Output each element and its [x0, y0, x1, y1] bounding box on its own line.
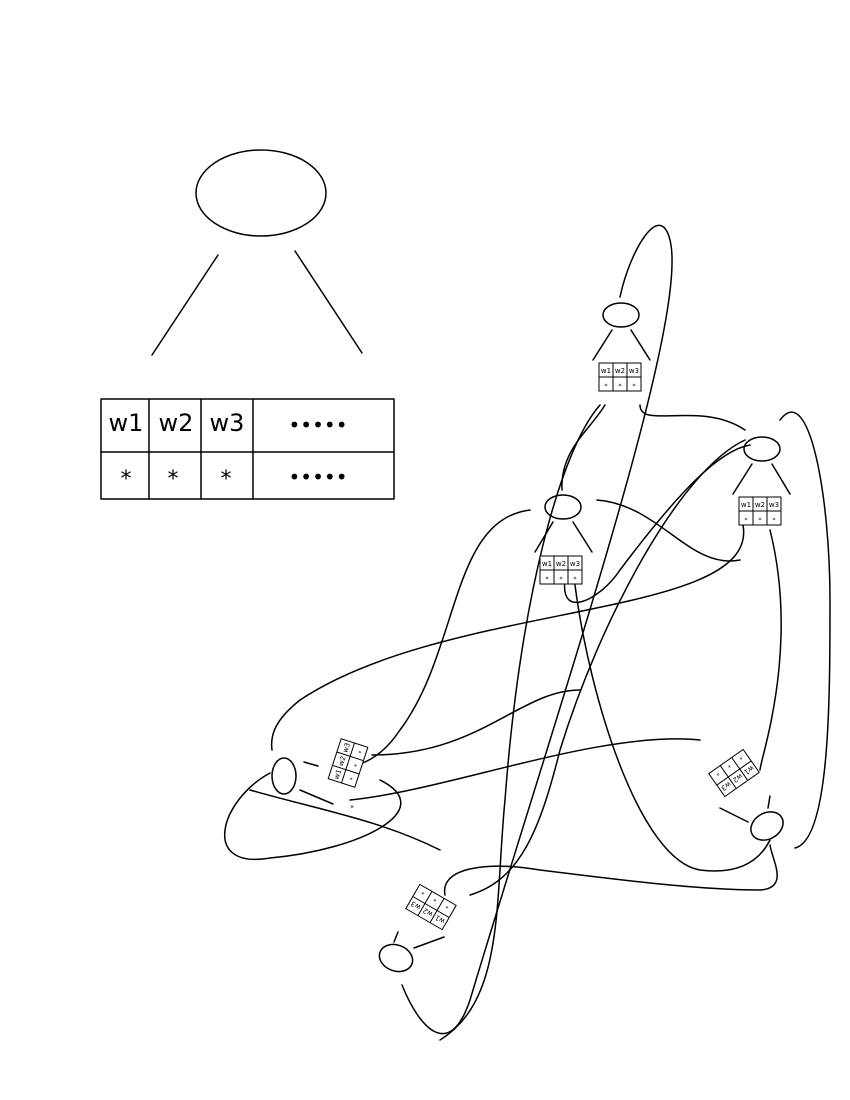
- connection-curve: [443, 844, 778, 896]
- network: w1 w2 w3 * * * w1 w2 w3 * *: [223, 224, 831, 1041]
- connection-curve: [349, 738, 701, 801]
- connection-curve: [469, 439, 746, 896]
- legend-right-branch: [294, 250, 363, 354]
- node-table-value-2: *: [560, 576, 563, 583]
- node-ellipse: [743, 436, 781, 462]
- node-weight-table: w1 w2 w3 * * *: [738, 496, 782, 526]
- node-table-w1: w1: [601, 367, 611, 375]
- network-node-c: w1 w2 w3 * * *: [732, 436, 791, 526]
- legend-left-branch: [151, 254, 219, 356]
- node-table-value-2: *: [433, 895, 439, 903]
- node-weight-table: w1 w2 w3 * * *: [327, 738, 369, 788]
- legend-value-1: *: [121, 467, 132, 492]
- node-table-value-2: *: [619, 383, 622, 390]
- legend-weight-table: w1 w2 w3 ••••• * * * •••••: [100, 398, 395, 500]
- legend-header-w1: w1: [109, 409, 144, 437]
- node-weight-table: w1 w2 w3 * * *: [539, 555, 583, 585]
- connection-curve: [371, 689, 581, 756]
- network-node-b: w1 w2 w3 * * *: [534, 494, 593, 585]
- node-weight-table: w1 w2 w3 * * *: [598, 362, 642, 392]
- node-table-value-1: *: [349, 777, 357, 782]
- node-table-w1: w1: [741, 501, 751, 509]
- node-table-value-1: *: [445, 902, 451, 910]
- legend-node: w1 w2 w3 ••••• * * * •••••: [100, 149, 395, 500]
- legend-value-2: *: [168, 467, 179, 492]
- node-table-value-3: *: [421, 888, 427, 896]
- node-table-w2: w2: [337, 755, 348, 767]
- node-detached-value: *: [350, 804, 354, 812]
- node-table-value-1: *: [745, 517, 748, 524]
- network-node-d: w1 w2 w3 * * * *: [271, 738, 369, 812]
- node-weight-table: w1 w2 w3 * * *: [405, 883, 457, 931]
- legend-header-ellipsis: •••••: [289, 413, 348, 437]
- legend-value-3: *: [221, 467, 232, 492]
- connection-curve: [344, 509, 531, 769]
- node-ellipse: [602, 302, 640, 328]
- node-table-value-1: *: [546, 576, 549, 583]
- node-ellipse: [378, 943, 414, 973]
- connection-curve: [759, 529, 782, 771]
- node-table-value-3: *: [633, 383, 636, 390]
- node-table-value-3: *: [358, 750, 366, 755]
- connection-curve: [223, 772, 402, 861]
- node-table-w3: w3: [570, 560, 580, 568]
- connection-curve: [596, 499, 741, 562]
- node-table-w3: w3: [629, 367, 639, 375]
- node-table-w3: w3: [341, 742, 352, 754]
- connection-curve: [779, 411, 831, 849]
- node-table-value-3: *: [714, 770, 720, 777]
- node-ellipse: [544, 494, 582, 520]
- node-ellipse: [750, 811, 784, 841]
- legend-header-w3: w3: [210, 409, 245, 437]
- legend-value-ellipsis: •••••: [289, 465, 348, 489]
- node-table-value-3: *: [773, 517, 776, 524]
- node-ellipse: [271, 757, 297, 795]
- node-weight-table: w1 w2 w3 * * *: [708, 748, 760, 798]
- node-table-value-3: *: [574, 576, 577, 583]
- node-table-value-1: *: [605, 383, 608, 390]
- connection-curve: [563, 444, 751, 604]
- node-table-value-1: *: [737, 753, 743, 760]
- network-node-e: w1 w2 w3 * * *: [708, 748, 784, 841]
- node-table-w2: w2: [755, 501, 765, 509]
- node-table-w2: w2: [556, 560, 566, 568]
- connection-curve: [561, 404, 606, 491]
- connection-curve: [249, 789, 441, 851]
- network-node-a: w1 w2 w3 * * *: [592, 302, 651, 392]
- legend-header-w2: w2: [159, 409, 194, 437]
- connection-curve: [439, 404, 601, 1041]
- network-node-f: w1 w2 w3 * * *: [378, 883, 457, 973]
- connection-curve: [401, 224, 673, 1035]
- connection-curve: [639, 404, 746, 431]
- legend-node-ellipse: [195, 149, 327, 237]
- connection-curve: [270, 524, 745, 751]
- connection-curve: [574, 584, 771, 872]
- node-table-value-2: *: [353, 763, 361, 768]
- node-table-w1: w1: [333, 768, 344, 780]
- connection-curves: [223, 224, 831, 1041]
- node-table-value-2: *: [725, 761, 731, 768]
- node-table-w2: w2: [615, 367, 625, 375]
- node-table-value-2: *: [759, 517, 762, 524]
- node-table-w1: w1: [542, 560, 552, 568]
- node-table-w3: w3: [769, 501, 779, 509]
